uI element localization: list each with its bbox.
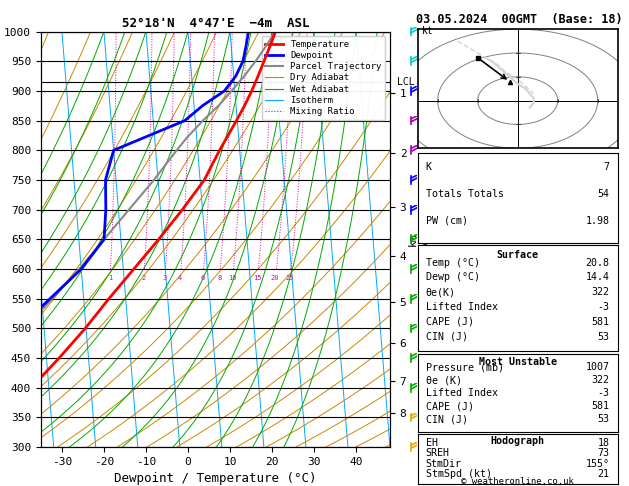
Text: Pressure (mb): Pressure (mb) [426, 362, 504, 372]
Text: 4: 4 [178, 275, 182, 281]
Text: Dewp (°C): Dewp (°C) [426, 273, 480, 282]
Text: kt: kt [421, 26, 433, 36]
Text: 2: 2 [142, 275, 146, 281]
Text: Surface: Surface [497, 250, 538, 260]
Text: 15: 15 [253, 275, 262, 281]
Text: StmSpd (kt): StmSpd (kt) [426, 469, 492, 479]
Text: LCL: LCL [397, 77, 415, 87]
Text: θe(K): θe(K) [426, 287, 455, 297]
Text: Hodograph: Hodograph [491, 435, 545, 446]
Text: K: K [426, 161, 431, 172]
Text: 14.4: 14.4 [586, 273, 610, 282]
Text: 322: 322 [592, 287, 610, 297]
Text: 581: 581 [592, 317, 610, 327]
Text: 3: 3 [162, 275, 167, 281]
Text: 1: 1 [108, 275, 112, 281]
Text: 581: 581 [592, 401, 610, 411]
Y-axis label: km
ASL: km ASL [408, 229, 430, 249]
Text: SREH: SREH [426, 448, 450, 458]
Text: EH: EH [426, 438, 438, 448]
Text: 322: 322 [592, 375, 610, 385]
Text: CIN (J): CIN (J) [426, 332, 467, 342]
Text: © weatheronline.co.uk: © weatheronline.co.uk [461, 476, 574, 486]
Text: 1007: 1007 [586, 362, 610, 372]
Text: 155°: 155° [586, 459, 610, 469]
Text: 53: 53 [598, 414, 610, 424]
Text: Totals Totals: Totals Totals [426, 189, 504, 199]
Text: 6: 6 [201, 275, 205, 281]
Text: -3: -3 [598, 388, 610, 398]
Text: CIN (J): CIN (J) [426, 414, 467, 424]
Y-axis label: Mixing Ratio (g/kg): Mixing Ratio (g/kg) [448, 184, 458, 295]
Text: 8: 8 [217, 275, 221, 281]
Text: 53: 53 [598, 332, 610, 342]
Text: 1.98: 1.98 [586, 215, 610, 226]
Text: PW (cm): PW (cm) [426, 215, 467, 226]
Legend: Temperature, Dewpoint, Parcel Trajectory, Dry Adiabat, Wet Adiabat, Isotherm, Mi: Temperature, Dewpoint, Parcel Trajectory… [262, 36, 386, 120]
Text: 54: 54 [598, 189, 610, 199]
Text: Temp (°C): Temp (°C) [426, 258, 480, 268]
Title: 52°18'N  4°47'E  −4m  ASL: 52°18'N 4°47'E −4m ASL [121, 17, 309, 31]
Text: Most Unstable: Most Unstable [479, 357, 557, 367]
Text: θe (K): θe (K) [426, 375, 462, 385]
Text: 21: 21 [598, 469, 610, 479]
Text: Lifted Index: Lifted Index [426, 302, 498, 312]
X-axis label: Dewpoint / Temperature (°C): Dewpoint / Temperature (°C) [114, 472, 316, 486]
Text: 18: 18 [598, 438, 610, 448]
Text: -3: -3 [598, 302, 610, 312]
Text: 25: 25 [286, 275, 294, 281]
Text: 03.05.2024  00GMT  (Base: 18): 03.05.2024 00GMT (Base: 18) [416, 13, 623, 26]
Text: CAPE (J): CAPE (J) [426, 317, 474, 327]
Text: CAPE (J): CAPE (J) [426, 401, 474, 411]
Text: 10: 10 [228, 275, 237, 281]
Text: 73: 73 [598, 448, 610, 458]
Text: 20.8: 20.8 [586, 258, 610, 268]
Text: 20: 20 [271, 275, 279, 281]
Text: StmDir: StmDir [426, 459, 462, 469]
Text: 7: 7 [604, 161, 610, 172]
Text: Lifted Index: Lifted Index [426, 388, 498, 398]
